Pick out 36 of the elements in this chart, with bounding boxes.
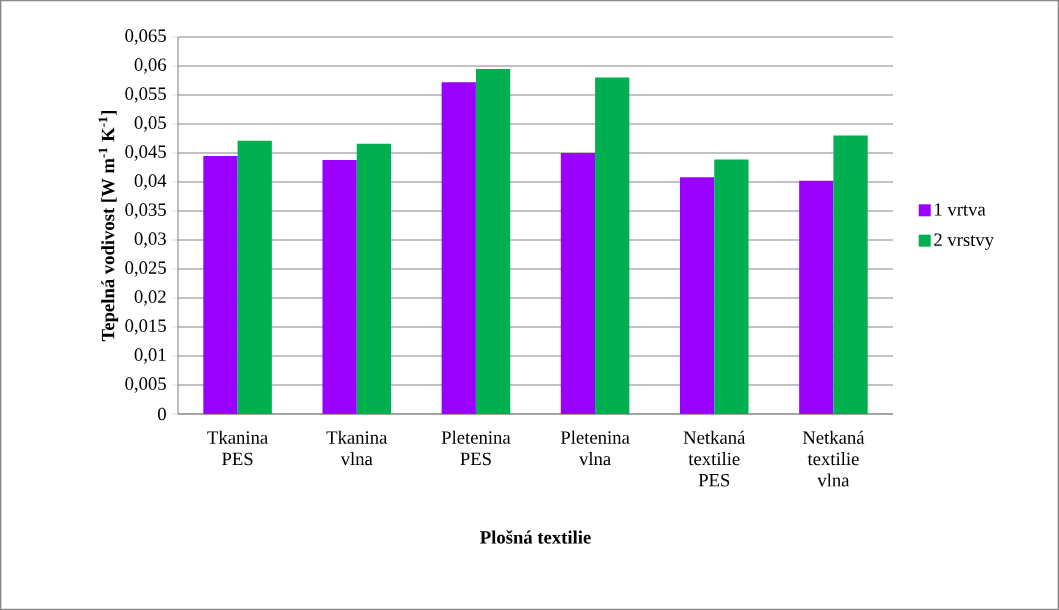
- bar: [322, 159, 357, 414]
- x-tick-label: Pletenina PES: [441, 430, 511, 466]
- y-tick-label: 0,06: [134, 58, 167, 74]
- bar: [595, 77, 630, 414]
- y-tick-label: 0,01: [134, 348, 166, 364]
- x-tick-label: Tkanina PES: [207, 430, 268, 466]
- y-tick-label: 0,015: [125, 319, 166, 335]
- y-tick-label: 0,005: [125, 377, 166, 393]
- bar: [679, 177, 715, 414]
- x-tick-label: Netkaná textilie vlna: [802, 430, 865, 487]
- bar: [799, 180, 834, 414]
- y-tick-label: 0,03: [134, 232, 166, 248]
- x-tick-label: Tkanina vlna: [326, 430, 388, 466]
- y-tick-label: 0,035: [125, 203, 166, 219]
- bar: [833, 135, 868, 414]
- bar: [203, 155, 238, 414]
- x-axis-title: Plošná textilie: [480, 530, 591, 544]
- legend-label: 2 vrstvy: [934, 233, 994, 250]
- x-tick-label: Pletenina vlna: [560, 430, 630, 466]
- y-tick-label: 0,02: [134, 290, 166, 306]
- bar: [560, 152, 596, 414]
- y-tick-label: 0,05: [134, 116, 166, 132]
- legend-label: 1 vrtva: [935, 203, 986, 216]
- y-tick-label: 0,025: [125, 261, 166, 277]
- x-tick-label: Netkaná textilie PES: [683, 430, 746, 487]
- y-tick-label: 0,045: [125, 145, 166, 161]
- y-axis-title: Tepelná vodivost [W m$^{-1}$ K$^{-1}$]: [98, 110, 119, 342]
- bar: [356, 143, 392, 414]
- y-tick-label: 0,055: [125, 87, 166, 103]
- bar: [714, 159, 749, 414]
- y-tick-label: 0,065: [125, 29, 166, 45]
- bar: [237, 140, 272, 414]
- y-tick-label: 0,04: [134, 174, 167, 190]
- y-tick-label: 0: [158, 407, 166, 421]
- bar: [441, 82, 476, 414]
- bar: [475, 68, 511, 414]
